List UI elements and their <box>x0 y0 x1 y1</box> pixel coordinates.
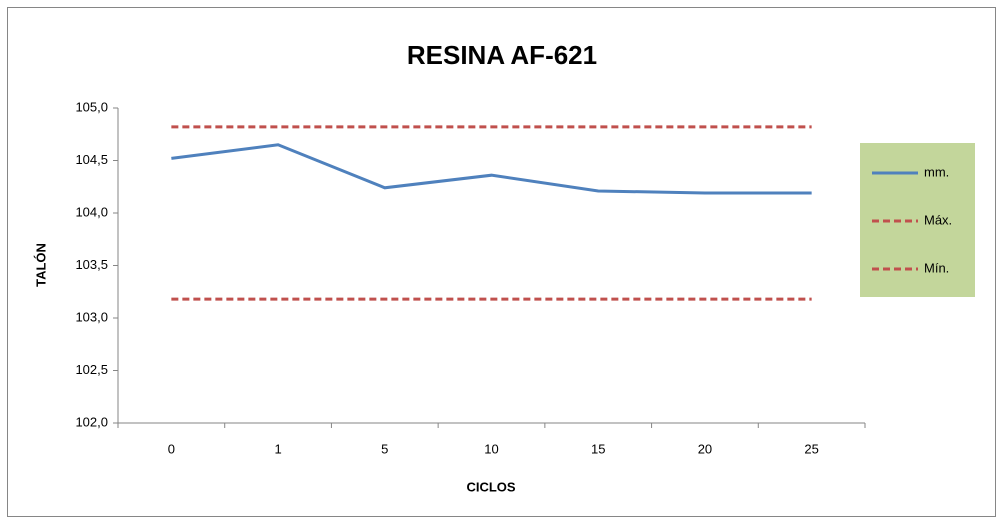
y-axis-label: TALÓN <box>33 243 48 287</box>
x-tick-label: 20 <box>698 441 712 456</box>
legend-label: Mín. <box>924 260 949 275</box>
y-tick-label: 102,0 <box>75 414 108 429</box>
y-tick-label: 104,0 <box>75 204 108 219</box>
x-tick-label: 15 <box>591 441 605 456</box>
x-tick-label: 0 <box>168 441 175 456</box>
y-tick-label: 104,5 <box>75 152 108 167</box>
legend-label: mm. <box>924 164 949 179</box>
series-line <box>171 143 812 195</box>
legend-label: Máx. <box>924 212 952 227</box>
y-tick-label: 105,0 <box>75 99 108 114</box>
x-tick-label: 10 <box>484 441 498 456</box>
x-axis-label: CICLOS <box>466 479 515 494</box>
y-tick-label: 103,5 <box>75 257 108 272</box>
y-tick-label: 103,0 <box>75 309 108 324</box>
y-tick-label: 102,5 <box>75 362 108 377</box>
x-tick-label: 1 <box>274 441 281 456</box>
chart-border <box>7 7 996 517</box>
x-tick-label: 25 <box>804 441 818 456</box>
x-tick-label: 5 <box>381 441 388 456</box>
chart-title: RESINA AF-621 <box>407 40 597 70</box>
